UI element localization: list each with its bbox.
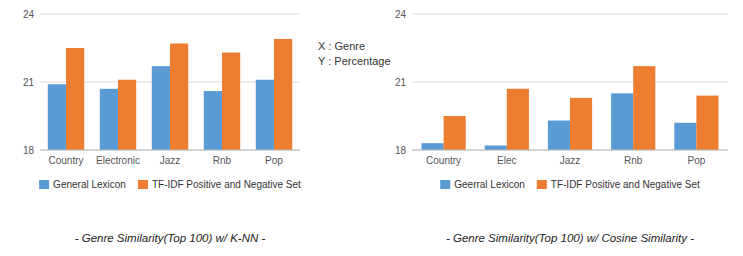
legend: Geerral Lexicon TF-IDF Positive and Negat… bbox=[440, 179, 700, 190]
annotation: X : Genre Y : Percentage bbox=[318, 40, 391, 67]
bar bbox=[48, 84, 66, 150]
category-label: Jazz bbox=[560, 155, 581, 166]
category-label: Country bbox=[426, 155, 461, 166]
chart-title: - Genre Similarity(Top 100) w/ K-NN - bbox=[75, 232, 266, 244]
bar bbox=[204, 91, 222, 150]
bar bbox=[274, 39, 292, 150]
bar bbox=[696, 96, 718, 150]
grid-line bbox=[40, 14, 300, 15]
category-label: Elec bbox=[497, 155, 516, 166]
legend: General Lexicon TF-IDF Positive and Negat… bbox=[39, 179, 301, 190]
bars bbox=[421, 66, 718, 150]
bar bbox=[222, 53, 240, 150]
tick-label: 24 bbox=[395, 9, 407, 20]
bar bbox=[100, 89, 118, 150]
annotation-line: Y : Percentage bbox=[318, 55, 391, 67]
annotation-line: X : Genre bbox=[318, 40, 365, 52]
bar bbox=[611, 93, 633, 150]
bars bbox=[48, 39, 292, 150]
category-label: Country bbox=[48, 155, 83, 166]
legend-label: General Lexicon bbox=[53, 179, 126, 190]
legend-item: TF-IDF Positive and Negative Set bbox=[537, 179, 700, 190]
bar bbox=[548, 121, 570, 150]
tick-label: 18 bbox=[395, 145, 407, 156]
grid-line bbox=[40, 150, 300, 151]
bar bbox=[633, 66, 655, 150]
category-label: Rnb bbox=[624, 155, 643, 166]
category-label: Pop bbox=[265, 155, 283, 166]
legend-swatch bbox=[138, 180, 148, 189]
category-label: Jazz bbox=[160, 155, 181, 166]
bar bbox=[674, 123, 696, 150]
bar bbox=[507, 89, 529, 150]
legend-swatch bbox=[440, 180, 450, 189]
bar bbox=[66, 48, 84, 150]
tick-label: 18 bbox=[23, 145, 35, 156]
grid-line bbox=[412, 150, 728, 151]
bar bbox=[118, 80, 136, 150]
chart: 18 21 24 Country Elec Jazz Rnb Pop Geerral Lexic… bbox=[395, 9, 728, 245]
legend-item: Geerral Lexicon bbox=[440, 179, 525, 190]
legend-swatch bbox=[39, 180, 49, 189]
legend-label: TF-IDF Positive and Negative Set bbox=[152, 179, 301, 190]
legend-item: TF-IDF Positive and Negative Set bbox=[138, 179, 301, 190]
legend-label: Geerral Lexicon bbox=[454, 179, 525, 190]
tick-label: 24 bbox=[23, 9, 35, 20]
chart: 18 21 24 Country Electronic Jazz Rnb Pop General… bbox=[23, 9, 301, 245]
legend-swatch bbox=[537, 180, 547, 189]
legend-label: TF-IDF Positive and Negative Set bbox=[551, 179, 700, 190]
legend-item: General Lexicon bbox=[39, 179, 126, 190]
tick-label: 21 bbox=[395, 77, 407, 88]
figure: 18 21 24 Country Electronic Jazz Rnb Pop General… bbox=[0, 0, 743, 256]
bar bbox=[444, 116, 466, 150]
bar bbox=[570, 98, 592, 150]
x-axis-line bbox=[412, 150, 728, 151]
bar bbox=[256, 80, 274, 150]
bar bbox=[485, 145, 507, 150]
grid-line bbox=[412, 14, 728, 15]
category-label: Electronic bbox=[96, 155, 140, 166]
category-label: Pop bbox=[688, 155, 706, 166]
bar bbox=[170, 43, 188, 150]
x-axis-line bbox=[40, 150, 300, 151]
grid-line bbox=[412, 82, 728, 83]
bar bbox=[152, 66, 170, 150]
tick-label: 21 bbox=[23, 77, 35, 88]
chart-title: - Genre Similarity(Top 100) w/ Cosine Si… bbox=[446, 232, 694, 244]
bar bbox=[421, 143, 443, 150]
category-label: Rnb bbox=[213, 155, 232, 166]
